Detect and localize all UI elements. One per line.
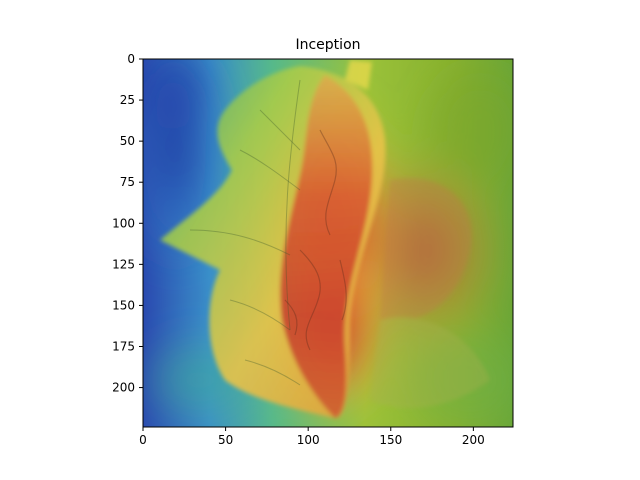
x-tick-label: 150 xyxy=(379,433,402,447)
x-tick-label: 100 xyxy=(297,433,320,447)
background-leaves xyxy=(370,178,490,409)
x-tick-label: 200 xyxy=(462,433,485,447)
y-tick-label: 100 xyxy=(112,216,135,230)
y-tick-label: 0 xyxy=(127,52,135,66)
y-tick-label: 25 xyxy=(120,93,135,107)
leaf-damage-texture xyxy=(284,129,347,351)
y-tick-label: 75 xyxy=(120,175,135,189)
x-tick-label: 50 xyxy=(218,433,233,447)
y-tick-label: 150 xyxy=(112,298,135,312)
leaf-photo xyxy=(160,60,386,419)
plot-frame xyxy=(142,58,514,428)
heatmap-image xyxy=(143,59,513,427)
y-tick-label: 175 xyxy=(112,340,135,354)
x-axis: 0 50 100 150 200 xyxy=(139,427,485,447)
x-tick-label: 0 xyxy=(139,433,147,447)
y-tick-label: 125 xyxy=(112,257,135,271)
y-tick-label: 50 xyxy=(120,134,135,148)
y-axis: 0 25 50 75 100 125 150 175 200 xyxy=(112,52,143,395)
leaf-veins xyxy=(189,79,301,386)
y-tick-label: 200 xyxy=(112,381,135,395)
chart-title: Inception xyxy=(295,37,360,53)
